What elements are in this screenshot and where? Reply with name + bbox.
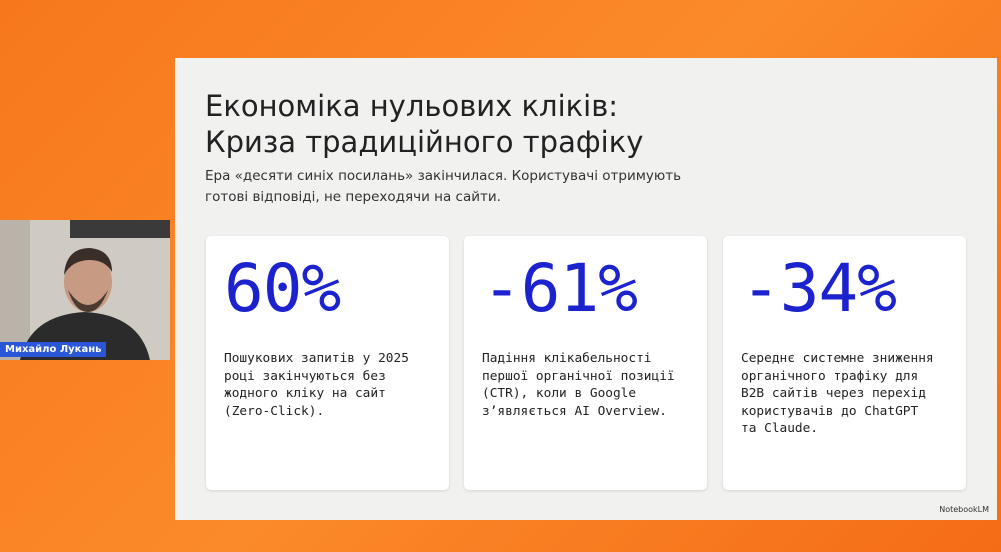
- stat-description: Пошукових запитів у 2025 році закінчуютьс…: [224, 350, 409, 420]
- description-line: користувачів до ChatGPT: [741, 403, 919, 419]
- description-line: Падіння клікабельності: [482, 351, 652, 366]
- webcam-frame: [0, 220, 170, 360]
- description-line: (Zero-Click).: [224, 403, 325, 419]
- subtitle-line: Ера «десяти синіх посилань» закінчилася.…: [205, 168, 682, 184]
- description-line: році закінчуються без: [224, 368, 386, 384]
- title-line: Криза традиційного трафіку: [205, 125, 644, 159]
- description-line: з’являється AI Overview.: [482, 403, 667, 419]
- stat-description: Падіння клікабельності першої органічної …: [482, 350, 675, 420]
- description-line: першої органічної позиції: [482, 368, 675, 384]
- stat-value: -34%: [741, 250, 897, 327]
- stat-value: -61%: [482, 250, 638, 327]
- speaker-name: Михайло Лукань: [0, 342, 107, 357]
- slide-subtitle: Ера «десяти синіх посилань» закінчилася.…: [205, 166, 681, 208]
- stat-card: -34% Середнє системне зниження органічного…: [723, 236, 966, 490]
- description-line: та Claude.: [741, 421, 819, 436]
- description-line: Пошукових запитів у 2025: [224, 351, 409, 366]
- title-line: Економіка нульових кліків:: [205, 89, 619, 123]
- watermark: NotebookLM: [939, 505, 989, 514]
- stat-value: 60%: [224, 250, 341, 327]
- description-line: Середнє системне зниження: [741, 351, 934, 366]
- stat-description: Середнє системне зниження органічного тра…: [741, 350, 934, 438]
- description-line: B2B сайтів через перехід: [741, 386, 926, 401]
- slide-title: Економіка нульових кліків: Криза традиці…: [205, 88, 643, 160]
- webcam-video: [0, 220, 170, 360]
- description-line: (CTR), коли в Google: [482, 386, 637, 401]
- stat-card: -61% Падіння клікабельності першої органіч…: [464, 236, 707, 490]
- stat-card: 60% Пошукових запитів у 2025 році закінчую…: [206, 236, 449, 490]
- subtitle-line: готові відповіді, не переходячи на сайти…: [205, 189, 501, 205]
- description-line: жодного кліку на сайт: [224, 386, 386, 401]
- slide: Економіка нульових кліків: Криза традиці…: [175, 58, 997, 520]
- description-line: органічного трафіку для: [741, 368, 919, 384]
